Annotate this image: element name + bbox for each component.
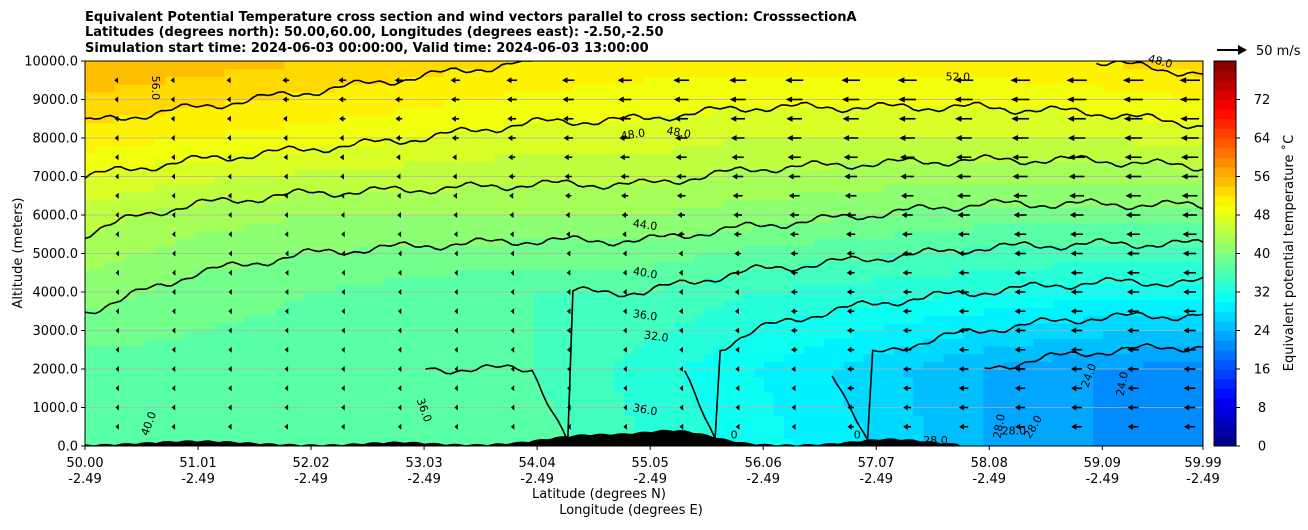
contour-label-12: 28.0 [923,434,948,447]
x-tick-lat-6: 56.06 [745,456,782,471]
x-tick-lon-6: -2.49 [746,472,780,487]
quiver-key: 50 m/s [1217,44,1301,59]
contour-label-0: 56.0 [149,76,162,101]
y-tick-label-6: 6000.0 [33,209,79,224]
x-tick-lat-3: 53.03 [405,456,442,471]
x-tick-lon-10: -2.49 [1186,472,1220,487]
quiver-key-label: 50 m/s [1256,44,1301,59]
x-tick-lon-1: -2.49 [181,472,215,487]
x-tick-lon-0: -2.49 [68,472,102,487]
x-tick-lon-9: -2.49 [1085,472,1119,487]
colorbar-tick-label-0: 0 [1258,440,1266,455]
y-tick-label-0: 0.0 [57,440,78,455]
colorbar-tick-label-1: 8 [1258,401,1266,416]
chart-title-line-3: Simulation start time: 2024-06-03 00:00:… [85,41,649,56]
y-tick-label-5: 5000.0 [33,247,79,262]
chart-title-line-1: Equivalent Potential Temperature cross s… [85,10,857,25]
colorbar-tick-label-5: 40 [1254,247,1271,262]
contour-label-3: 52.0 [946,70,971,83]
colorbar-tick-label-3: 24 [1254,324,1271,339]
colorbar-tick-label-9: 72 [1254,93,1271,108]
y-tick-label-10: 10000.0 [24,55,78,70]
contour-label-19: 0 [854,428,861,441]
contour-label-15: 28.0 [1002,424,1027,437]
x-tick-lat-10: 59.99 [1184,456,1221,471]
colorbar-tick-label-4: 32 [1254,286,1271,301]
quiver-key-arrow-head [1238,45,1247,55]
x-axis: 50.00-2.4951.01-2.4952.02-2.4953.03-2.49… [66,446,1221,487]
colorbar-label: Equivalent potential temperature ˚C [1281,135,1297,371]
y-axis: 0.0 1000.0 2000.0 3000.0 4000.0 5000.0 6000.0 7… [24,55,85,455]
x-tick-lon-2: -2.49 [294,472,328,487]
x-tick-lat-8: 58.08 [971,456,1008,471]
x-axis-label-line-2: Longitude (degrees E) [559,503,703,518]
x-tick-lat-4: 54.04 [519,456,556,471]
x-tick-lat-9: 59.09 [1084,456,1121,471]
y-tick-label-8: 8000.0 [33,132,79,147]
y-tick-label-3: 3000.0 [33,324,79,339]
colorbar-ticks: 0 8 16 24 32 40 48 56 64 72 [1236,93,1270,455]
contour-label-18: 0 [731,428,738,441]
x-tick-lon-4: -2.49 [520,472,554,487]
colorbar-tick-label-2: 16 [1254,363,1271,378]
y-axis-label: Altitude (meters) [11,198,26,309]
y-tick-label-4: 4000.0 [33,286,79,301]
x-tick-lat-0: 50.00 [66,456,103,471]
x-tick-lat-5: 55.05 [632,456,669,471]
x-tick-lat-7: 57.07 [858,456,895,471]
x-tick-lon-7: -2.49 [859,472,893,487]
y-tick-label-7: 7000.0 [33,170,79,185]
y-tick-label-2: 2000.0 [33,363,79,378]
y-tick-label-1: 1000.0 [33,401,79,416]
colorbar-tick-label-7: 56 [1254,170,1271,185]
x-axis-label-line-1: Latitude (degrees N) [532,487,666,502]
x-tick-lon-5: -2.49 [633,472,667,487]
colorbar-tick-label-8: 64 [1254,132,1271,147]
colorbar [1214,61,1236,447]
x-tick-lon-3: -2.49 [407,472,441,487]
colorbar-tick-label-6: 48 [1254,209,1271,224]
chart-title-line-2: Latitudes (degrees north): 50.00,60.00, … [85,25,664,40]
x-tick-lat-2: 52.02 [292,456,329,471]
x-tick-lon-8: -2.49 [972,472,1006,487]
x-tick-lat-1: 51.01 [179,456,216,471]
y-tick-label-9: 9000.0 [33,93,79,108]
